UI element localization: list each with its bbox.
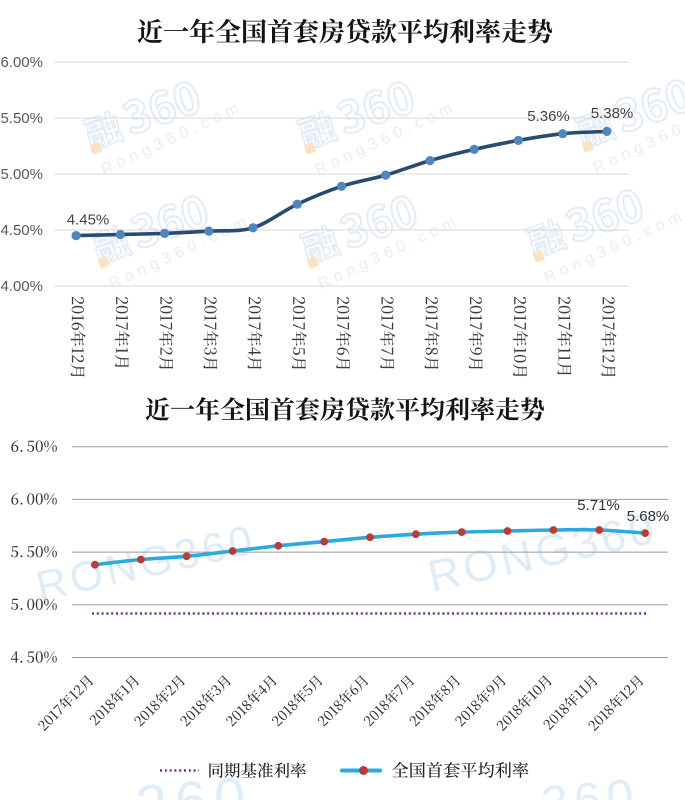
- svg-text:5.00%: 5.00%: [0, 166, 43, 183]
- svg-text:5.68%: 5.68%: [627, 508, 670, 525]
- svg-text:4.50%: 4.50%: [0, 222, 43, 239]
- svg-text:5.71%: 5.71%: [577, 497, 620, 514]
- svg-text:5.50%: 5.50%: [0, 110, 43, 127]
- svg-text:6.00%: 6.00%: [0, 54, 43, 71]
- svg-text:5.38%: 5.38%: [591, 105, 634, 122]
- svg-text:5.36%: 5.36%: [527, 108, 570, 125]
- svg-text:4.45%: 4.45%: [67, 212, 110, 229]
- svg-text:4.00%: 4.00%: [0, 278, 43, 295]
